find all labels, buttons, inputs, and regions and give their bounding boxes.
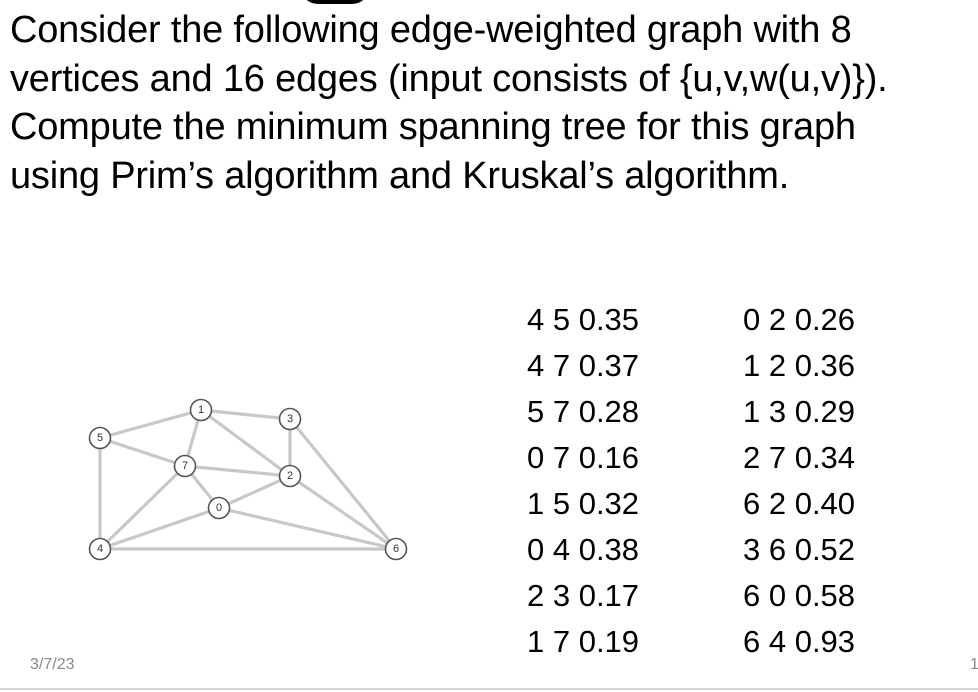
edge-entry: 0 7 0.16 xyxy=(527,440,640,475)
edge-list-left: 4 5 0.35 4 7 0.37 5 7 0.28 0 7 0.16 1 5 … xyxy=(527,297,639,665)
edge-entry: 0 2 0.26 xyxy=(743,302,856,337)
cropped-title-fragment xyxy=(300,0,370,4)
edge-4-7 xyxy=(98,464,187,551)
edge-6-2 xyxy=(289,474,397,551)
edge-5-7 xyxy=(99,436,186,468)
edge-entry: 6 0 0.58 xyxy=(743,578,856,613)
edge-6-0 xyxy=(218,506,397,551)
edge-entry: 4 5 0.35 xyxy=(527,302,640,337)
graph-node-2: 2 xyxy=(278,464,302,488)
edge-0-2 xyxy=(218,474,291,510)
edge-entry: 6 2 0.40 xyxy=(743,486,856,521)
node-label: 0 xyxy=(216,502,222,514)
edge-entry: 1 3 0.29 xyxy=(743,394,856,429)
edge-entry: 0 4 0.38 xyxy=(527,532,640,567)
edge-1-3 xyxy=(200,408,291,421)
edge-entry: 6 4 0.93 xyxy=(743,624,856,659)
question-line: Compute the minimum spanning tree for th… xyxy=(10,106,856,148)
graph-node-6: 6 xyxy=(384,537,408,561)
edge-entry: 1 7 0.19 xyxy=(527,624,640,659)
node-label: 5 xyxy=(97,432,103,444)
graph-node-5: 5 xyxy=(88,426,112,450)
graph-diagram: 0 1 2 3 4 5 6 xyxy=(88,398,408,561)
node-label: 3 xyxy=(287,413,293,425)
graph-node-1: 1 xyxy=(189,398,213,422)
edge-list-right: 0 2 0.26 1 2 0.36 1 3 0.29 2 7 0.34 6 2 … xyxy=(743,297,855,665)
bottom-divider xyxy=(0,688,978,690)
graph-nodes: 0 1 2 3 4 5 6 xyxy=(88,398,408,561)
footer-page-number: 1 xyxy=(970,656,978,673)
edge-entry: 1 2 0.36 xyxy=(743,348,856,383)
question-line: using Prim’s algorithm and Kruskal’s alg… xyxy=(10,154,790,197)
edge-2-7 xyxy=(184,464,291,478)
question-text: Consider the following edge-weighted gra… xyxy=(10,6,970,200)
graph-node-4: 4 xyxy=(88,537,112,561)
question-line: Consider the following edge-weighted gra… xyxy=(10,9,852,51)
edge-entry: 3 6 0.52 xyxy=(743,532,856,567)
footer-date: 3/7/23 xyxy=(30,656,75,673)
edge-0-4 xyxy=(99,506,220,551)
edge-entry: 2 3 0.17 xyxy=(527,578,640,613)
edge-entry: 2 7 0.34 xyxy=(743,440,856,475)
graph-edges xyxy=(98,408,398,551)
graph-node-3: 3 xyxy=(278,407,302,431)
node-label: 6 xyxy=(393,543,399,555)
edge-entry: 1 5 0.32 xyxy=(527,486,640,521)
graph-node-0: 0 xyxy=(207,496,231,520)
edge-1-5 xyxy=(99,408,202,440)
edge-entry: 4 7 0.37 xyxy=(527,348,640,383)
edge-1-2 xyxy=(200,408,291,478)
node-label: 1 xyxy=(198,404,204,416)
node-label: 2 xyxy=(287,470,293,482)
edge-entry: 5 7 0.28 xyxy=(527,394,640,429)
edge-3-6 xyxy=(288,417,398,551)
node-label: 7 xyxy=(182,460,188,472)
question-line: vertices and 16 edges (input consists of… xyxy=(10,57,888,100)
graph-node-7: 7 xyxy=(173,454,197,478)
node-label: 4 xyxy=(97,543,103,555)
